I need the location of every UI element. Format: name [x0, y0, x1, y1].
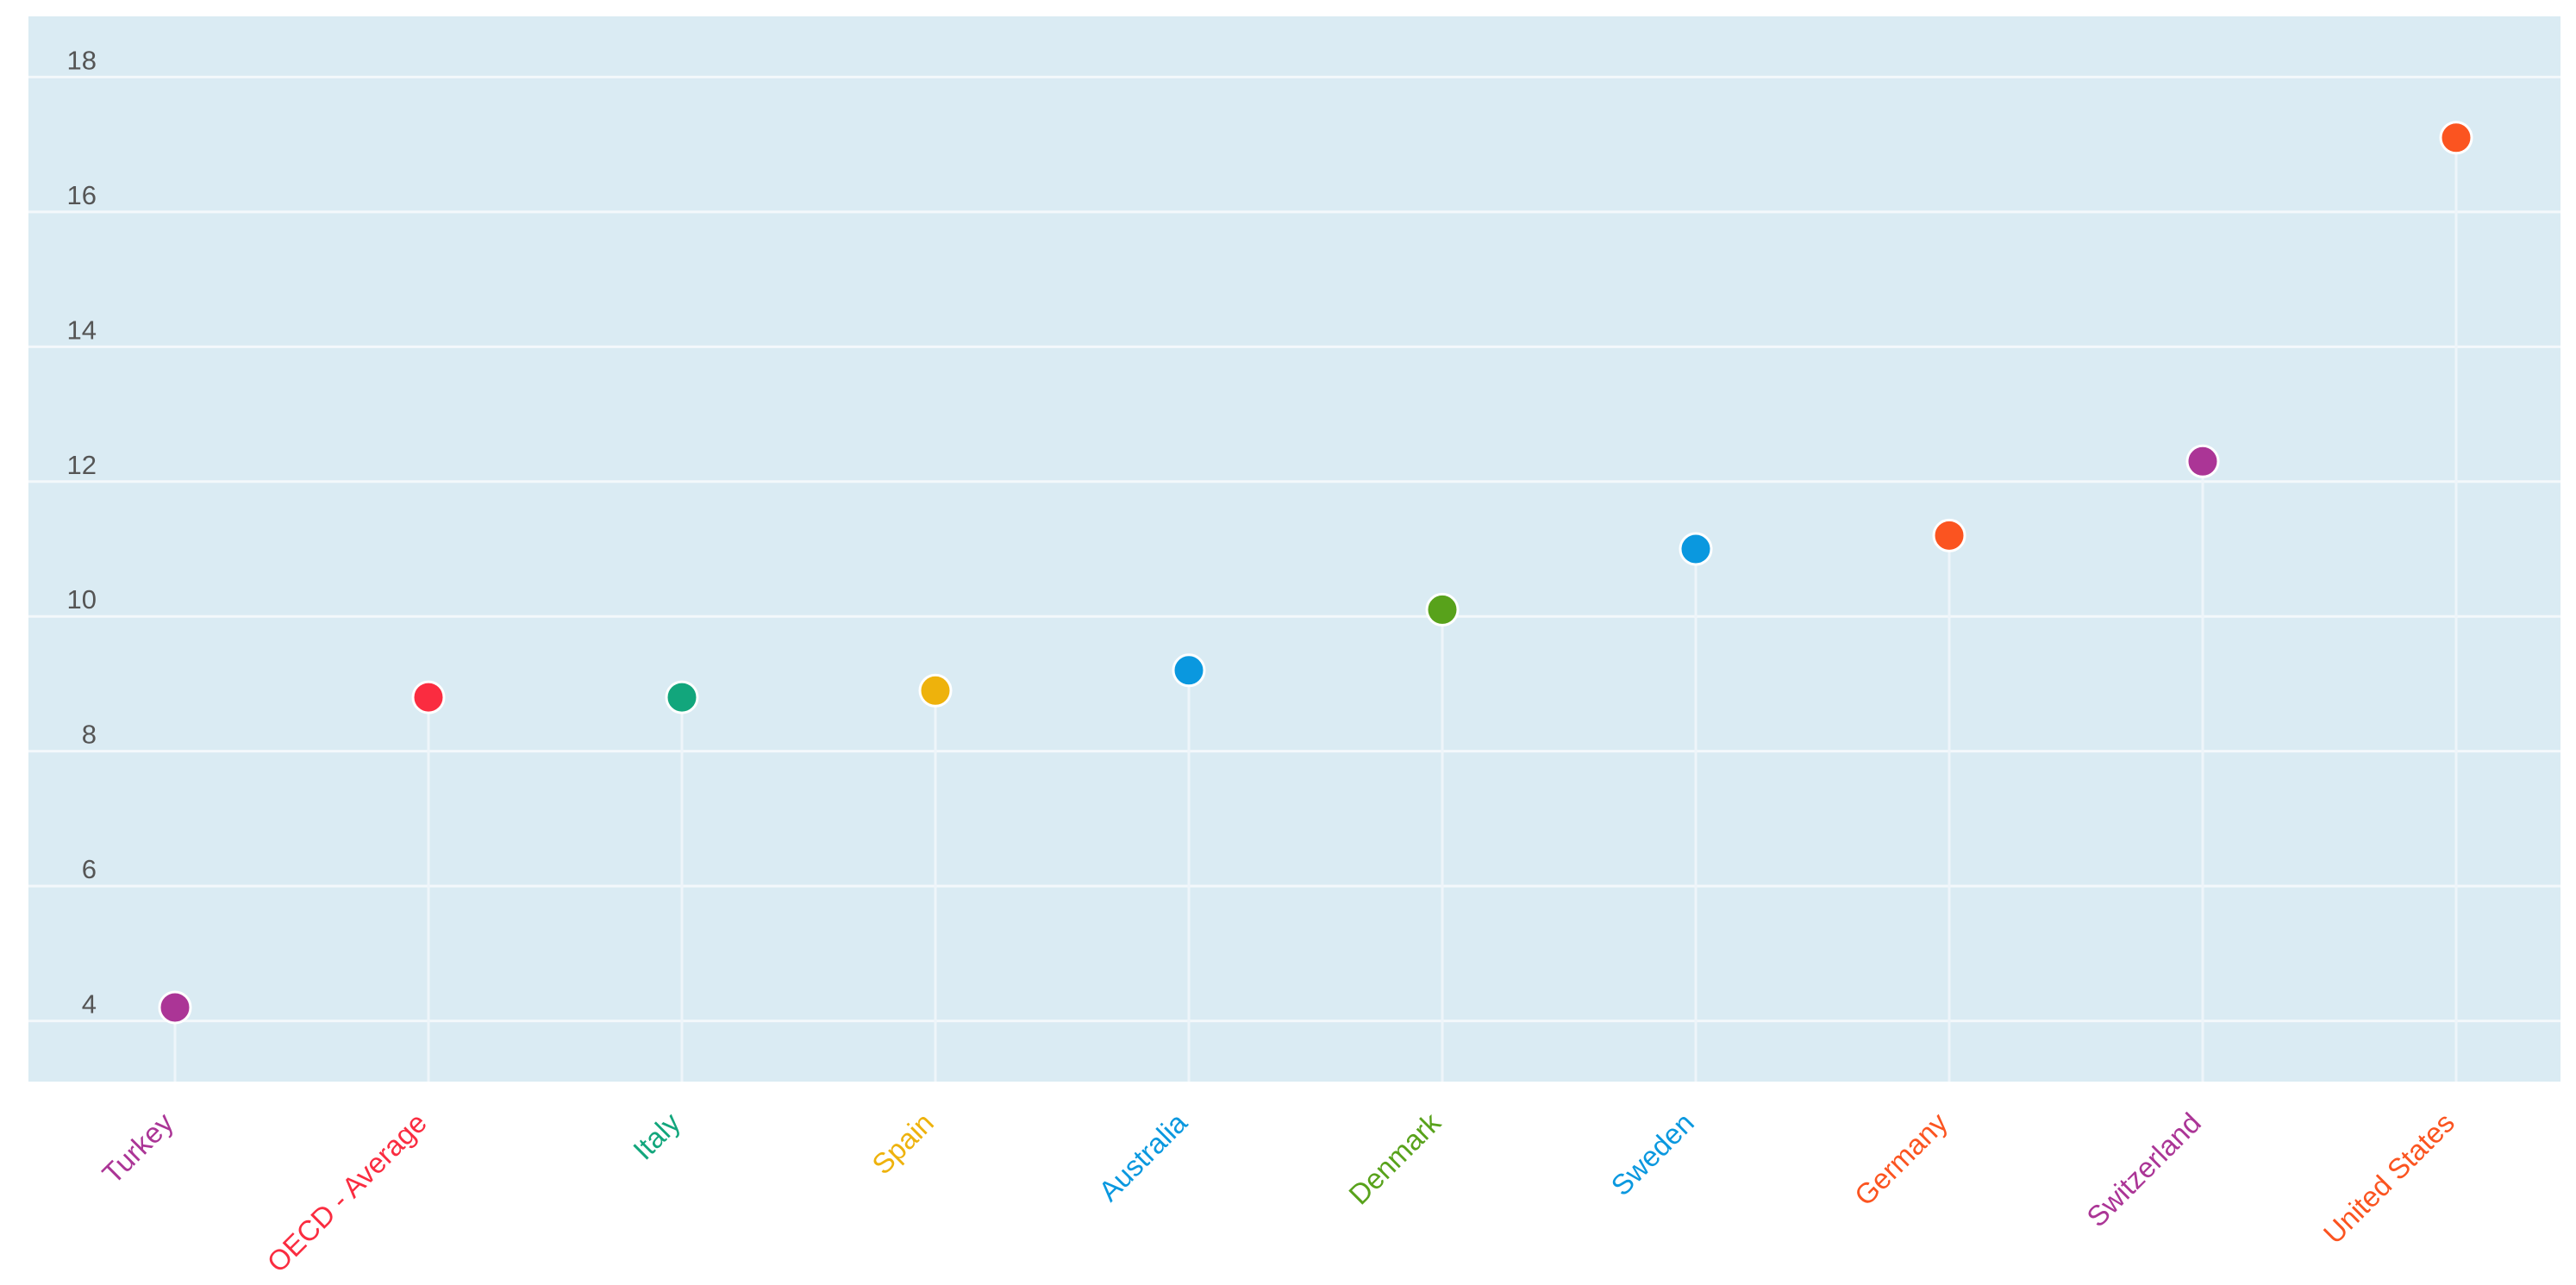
- x-tick-label-oecd-average: OECD - Average: [260, 1107, 433, 1279]
- x-tick-label-australia: Australia: [1092, 1106, 1193, 1207]
- x-tick-label-denmark: Denmark: [1342, 1106, 1447, 1210]
- data-point-turkey[interactable]: [158, 990, 192, 1025]
- x-tick-label-united-states: United States: [2317, 1107, 2460, 1250]
- x-tick-label-switzerland: Switzerland: [2080, 1107, 2207, 1233]
- data-point-sweden[interactable]: [1679, 532, 1713, 566]
- x-axis-labels: Turkey OECD - Average Italy Spain Australia D…: [96, 1106, 2460, 1278]
- y-tick-label-4: 4: [82, 989, 97, 1020]
- y-tick-label-12: 12: [67, 450, 97, 480]
- data-point-denmark[interactable]: [1425, 592, 1460, 627]
- data-point-oecd-average[interactable]: [411, 680, 446, 714]
- x-tick-label-germany: Germany: [1848, 1106, 1954, 1211]
- stems: [173, 137, 2458, 1082]
- y-tick-label-16: 16: [67, 180, 97, 210]
- data-point-italy[interactable]: [665, 680, 699, 714]
- x-tick-label-sweden: Sweden: [1604, 1107, 1699, 1201]
- data-point-united-states[interactable]: [2439, 121, 2473, 155]
- plot-area: [28, 16, 2560, 1082]
- data-point-australia[interactable]: [1172, 653, 1206, 688]
- x-tick-label-spain: Spain: [866, 1107, 940, 1181]
- y-tick-label-6: 6: [82, 854, 97, 884]
- y-tick-label-10: 10: [67, 584, 97, 614]
- data-point-spain[interactable]: [918, 673, 953, 708]
- y-tick-label-8: 8: [82, 720, 97, 750]
- y-axis-ticks: 4 6 8 10 12 14 16 18: [67, 45, 97, 1019]
- data-point-switzerland[interactable]: [2185, 444, 2220, 478]
- gridlines: [28, 75, 2560, 1023]
- y-tick-label-14: 14: [67, 315, 97, 345]
- data-points: [158, 121, 2473, 1025]
- x-tick-label-turkey: Turkey: [96, 1106, 179, 1189]
- data-point-germany[interactable]: [1932, 518, 1966, 552]
- x-tick-label-italy: Italy: [627, 1106, 686, 1165]
- y-tick-label-18: 18: [67, 45, 97, 75]
